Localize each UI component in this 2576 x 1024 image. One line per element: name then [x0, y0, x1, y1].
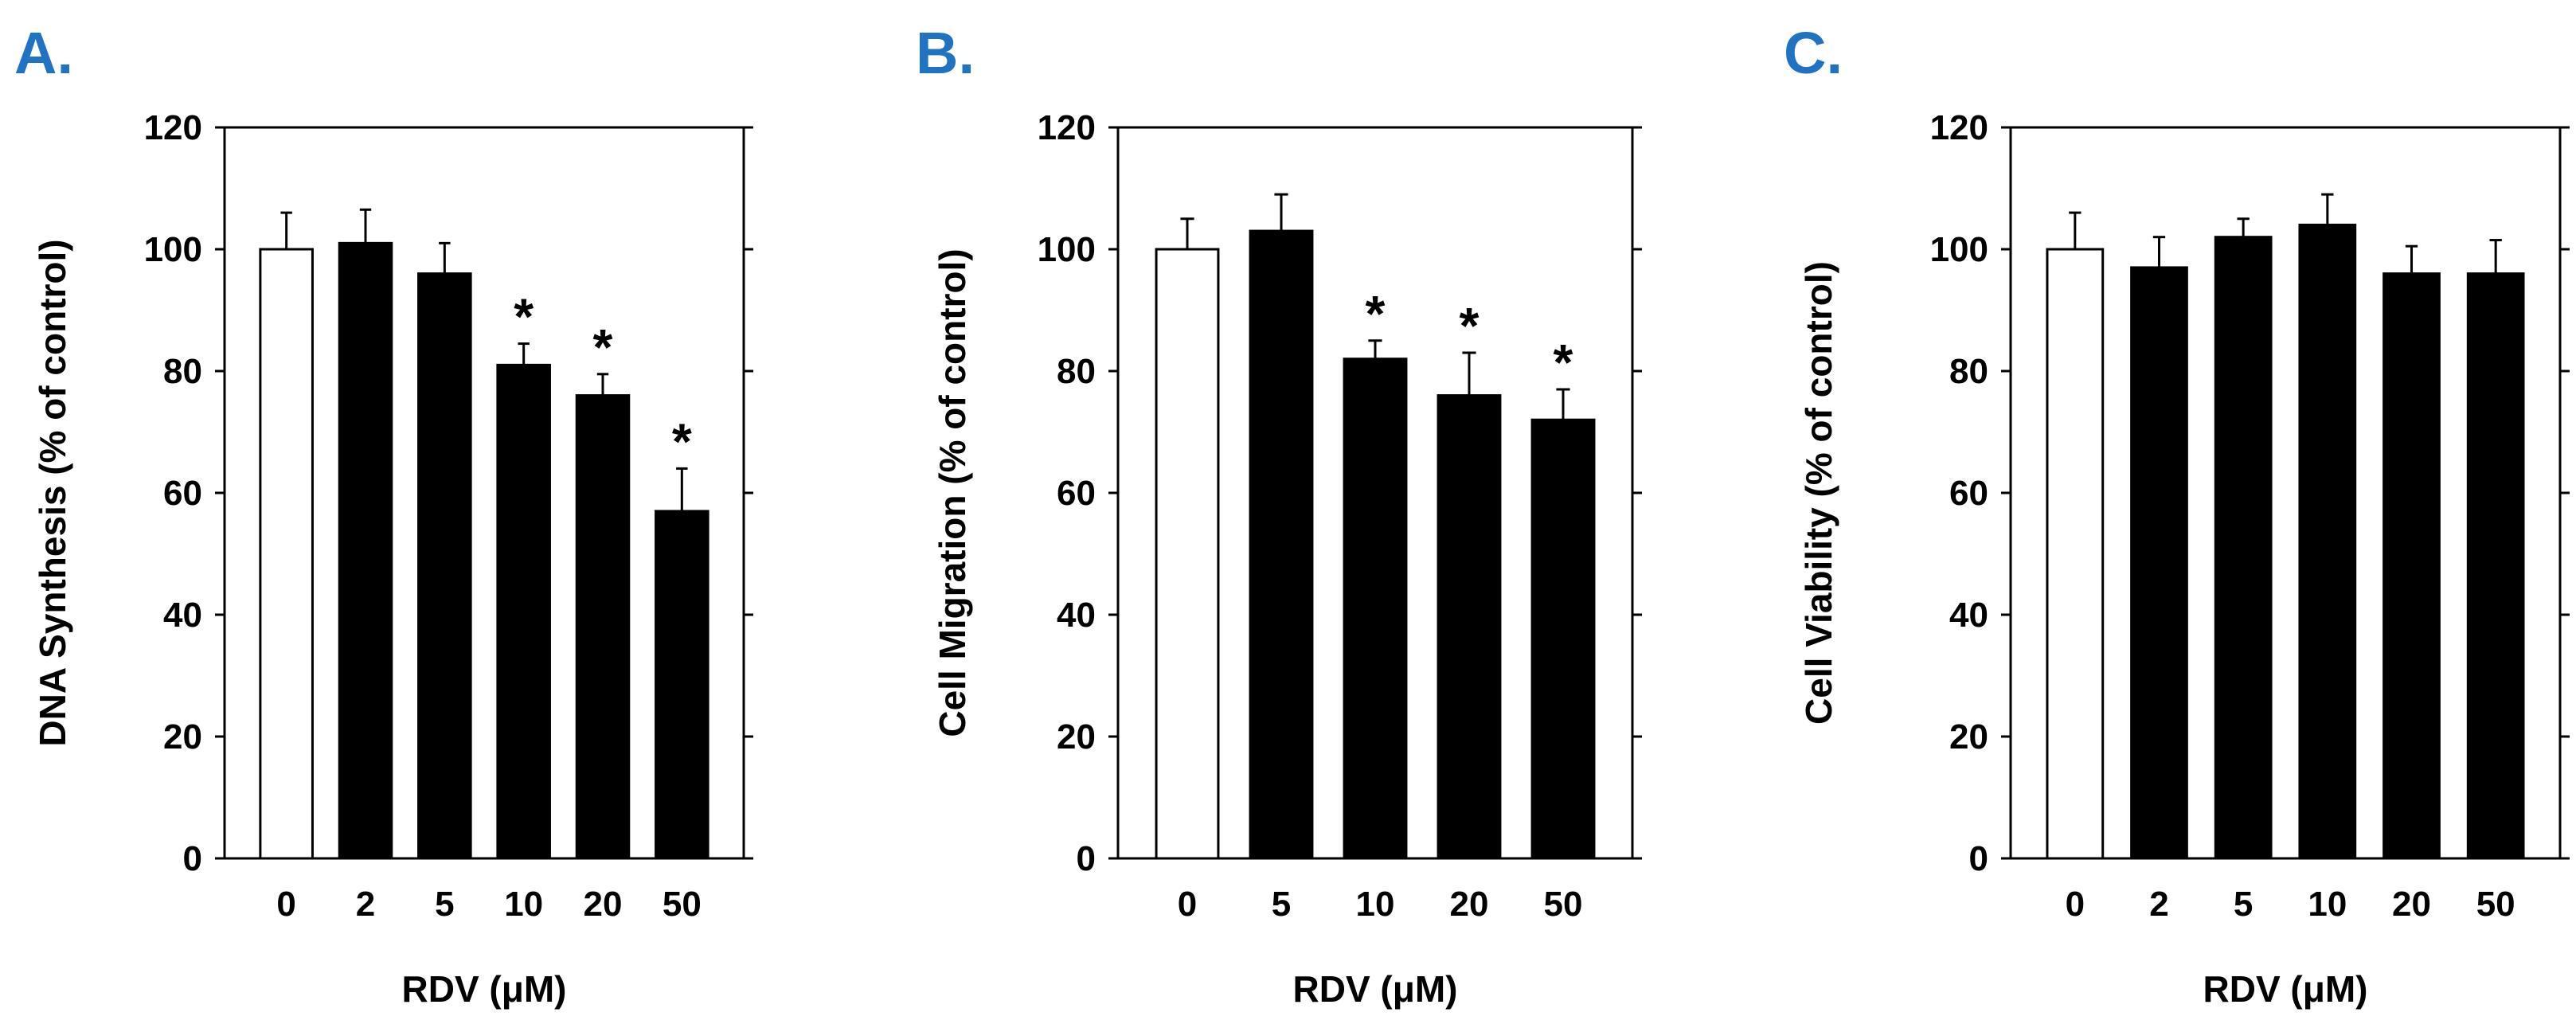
panel-c-ytick-label-0: 0 — [1969, 839, 1988, 878]
panel-c-xtick-label-3: 10 — [2308, 885, 2347, 924]
panel-a-bar-0 — [259, 248, 314, 860]
panel-c-ytick-label-6: 120 — [1930, 108, 1988, 147]
panel-b-xtick-label-3: 20 — [1450, 885, 1489, 924]
panel-c-bar-2 — [2214, 236, 2273, 860]
panel-a-ytick-label-0: 0 — [183, 839, 202, 878]
panel-a-ytick-label-2: 40 — [163, 596, 202, 635]
panel-b-bar-0 — [1155, 248, 1220, 860]
panel-c-letter: C. — [1784, 20, 1843, 86]
panel-a-ytick-label-1: 20 — [163, 717, 202, 756]
panel-a-sig-4: * — [593, 319, 613, 376]
panel-a-xtick-label-3: 10 — [504, 885, 543, 924]
panel-c-bar-4 — [2383, 272, 2441, 860]
panel-c-xtick-label-5: 50 — [2476, 885, 2515, 924]
panel-a-bar-4 — [575, 394, 631, 860]
panel-c-ytick-label-2: 40 — [1949, 596, 1988, 635]
panel-a-xtick-label-5: 50 — [663, 885, 702, 924]
panel-c-xtick-label-4: 20 — [2392, 885, 2431, 924]
panel-a-y-title: DNA Synthesis (% of control) — [32, 239, 73, 746]
panel-a-ytick-label-6: 120 — [144, 108, 202, 147]
panel-a-xtick-label-1: 2 — [356, 885, 375, 924]
panel-b-ytick-label-0: 0 — [1077, 839, 1096, 878]
panel-c-ytick-label-5: 100 — [1930, 230, 1988, 269]
panel-a-x-title: RDV (μM) — [402, 968, 567, 1010]
panel-a-ytick-label-3: 60 — [163, 474, 202, 513]
panel-c-x-title: RDV (μM) — [2203, 968, 2368, 1010]
panel-b-ytick-label-1: 20 — [1057, 717, 1096, 756]
panel-a-sig-3: * — [514, 288, 534, 346]
panel-c-bar-5 — [2466, 272, 2525, 860]
panel-a-ytick-label-4: 80 — [163, 352, 202, 391]
panel-a-ytick-label-5: 100 — [144, 230, 202, 269]
panel-b-ytick-label-6: 120 — [1038, 108, 1096, 147]
panel-b-bar-1 — [1249, 229, 1314, 860]
panel-b-bar-4 — [1530, 418, 1596, 860]
panel-b-xtick-label-4: 50 — [1544, 885, 1583, 924]
panel-b-sig-2: * — [1366, 285, 1386, 342]
panel-c-ytick-label-1: 20 — [1949, 717, 1988, 756]
panel-c-xtick-label-1: 2 — [2149, 885, 2168, 924]
panel-b-xtick-label-1: 5 — [1272, 885, 1291, 924]
panel-a-bar-5 — [655, 510, 709, 860]
panel-c-ytick-label-3: 60 — [1949, 474, 1988, 513]
panel-b-xtick-label-2: 10 — [1356, 885, 1395, 924]
panel-b-ytick-label-4: 80 — [1057, 352, 1096, 391]
panel-b-x-title: RDV (μM) — [1293, 968, 1458, 1010]
panel-a-letter: A. — [14, 20, 73, 86]
panel-c-xtick-label-2: 5 — [2234, 885, 2253, 924]
panel-a-bar-3 — [496, 363, 551, 860]
panel-b-sig-3: * — [1460, 297, 1480, 354]
panel-a-sig-5: * — [672, 412, 692, 470]
panel-b-ytick-label-3: 60 — [1057, 474, 1096, 513]
panel-c-bar-1 — [2130, 266, 2188, 860]
panel-c-bar-0 — [2046, 248, 2105, 860]
panel-b-xtick-label-0: 0 — [1178, 885, 1197, 924]
panel-a-bar-2 — [417, 272, 472, 860]
panel-b-y-title: Cell Migration (% of control) — [932, 248, 973, 737]
panel-a-xtick-label-4: 20 — [584, 885, 623, 924]
panel-c-xtick-label-0: 0 — [2066, 885, 2085, 924]
panel-c-ytick-label-4: 80 — [1949, 352, 1988, 391]
panel-b-letter: B. — [916, 20, 975, 86]
panel-c-bar-3 — [2298, 223, 2357, 860]
panel-b-ytick-label-5: 100 — [1038, 230, 1096, 269]
panel-b-bar-3 — [1437, 394, 1502, 860]
panel-b-ytick-label-2: 40 — [1057, 596, 1096, 635]
panel-a-xtick-label-0: 0 — [276, 885, 295, 924]
panel-a-xtick-label-2: 5 — [435, 885, 454, 924]
panel-b-bar-2 — [1343, 358, 1408, 860]
panel-c-y-title: Cell Viability (% of control) — [1798, 261, 1839, 725]
panel-a-bar-1 — [338, 241, 393, 860]
panel-b-sig-4: * — [1554, 334, 1573, 391]
